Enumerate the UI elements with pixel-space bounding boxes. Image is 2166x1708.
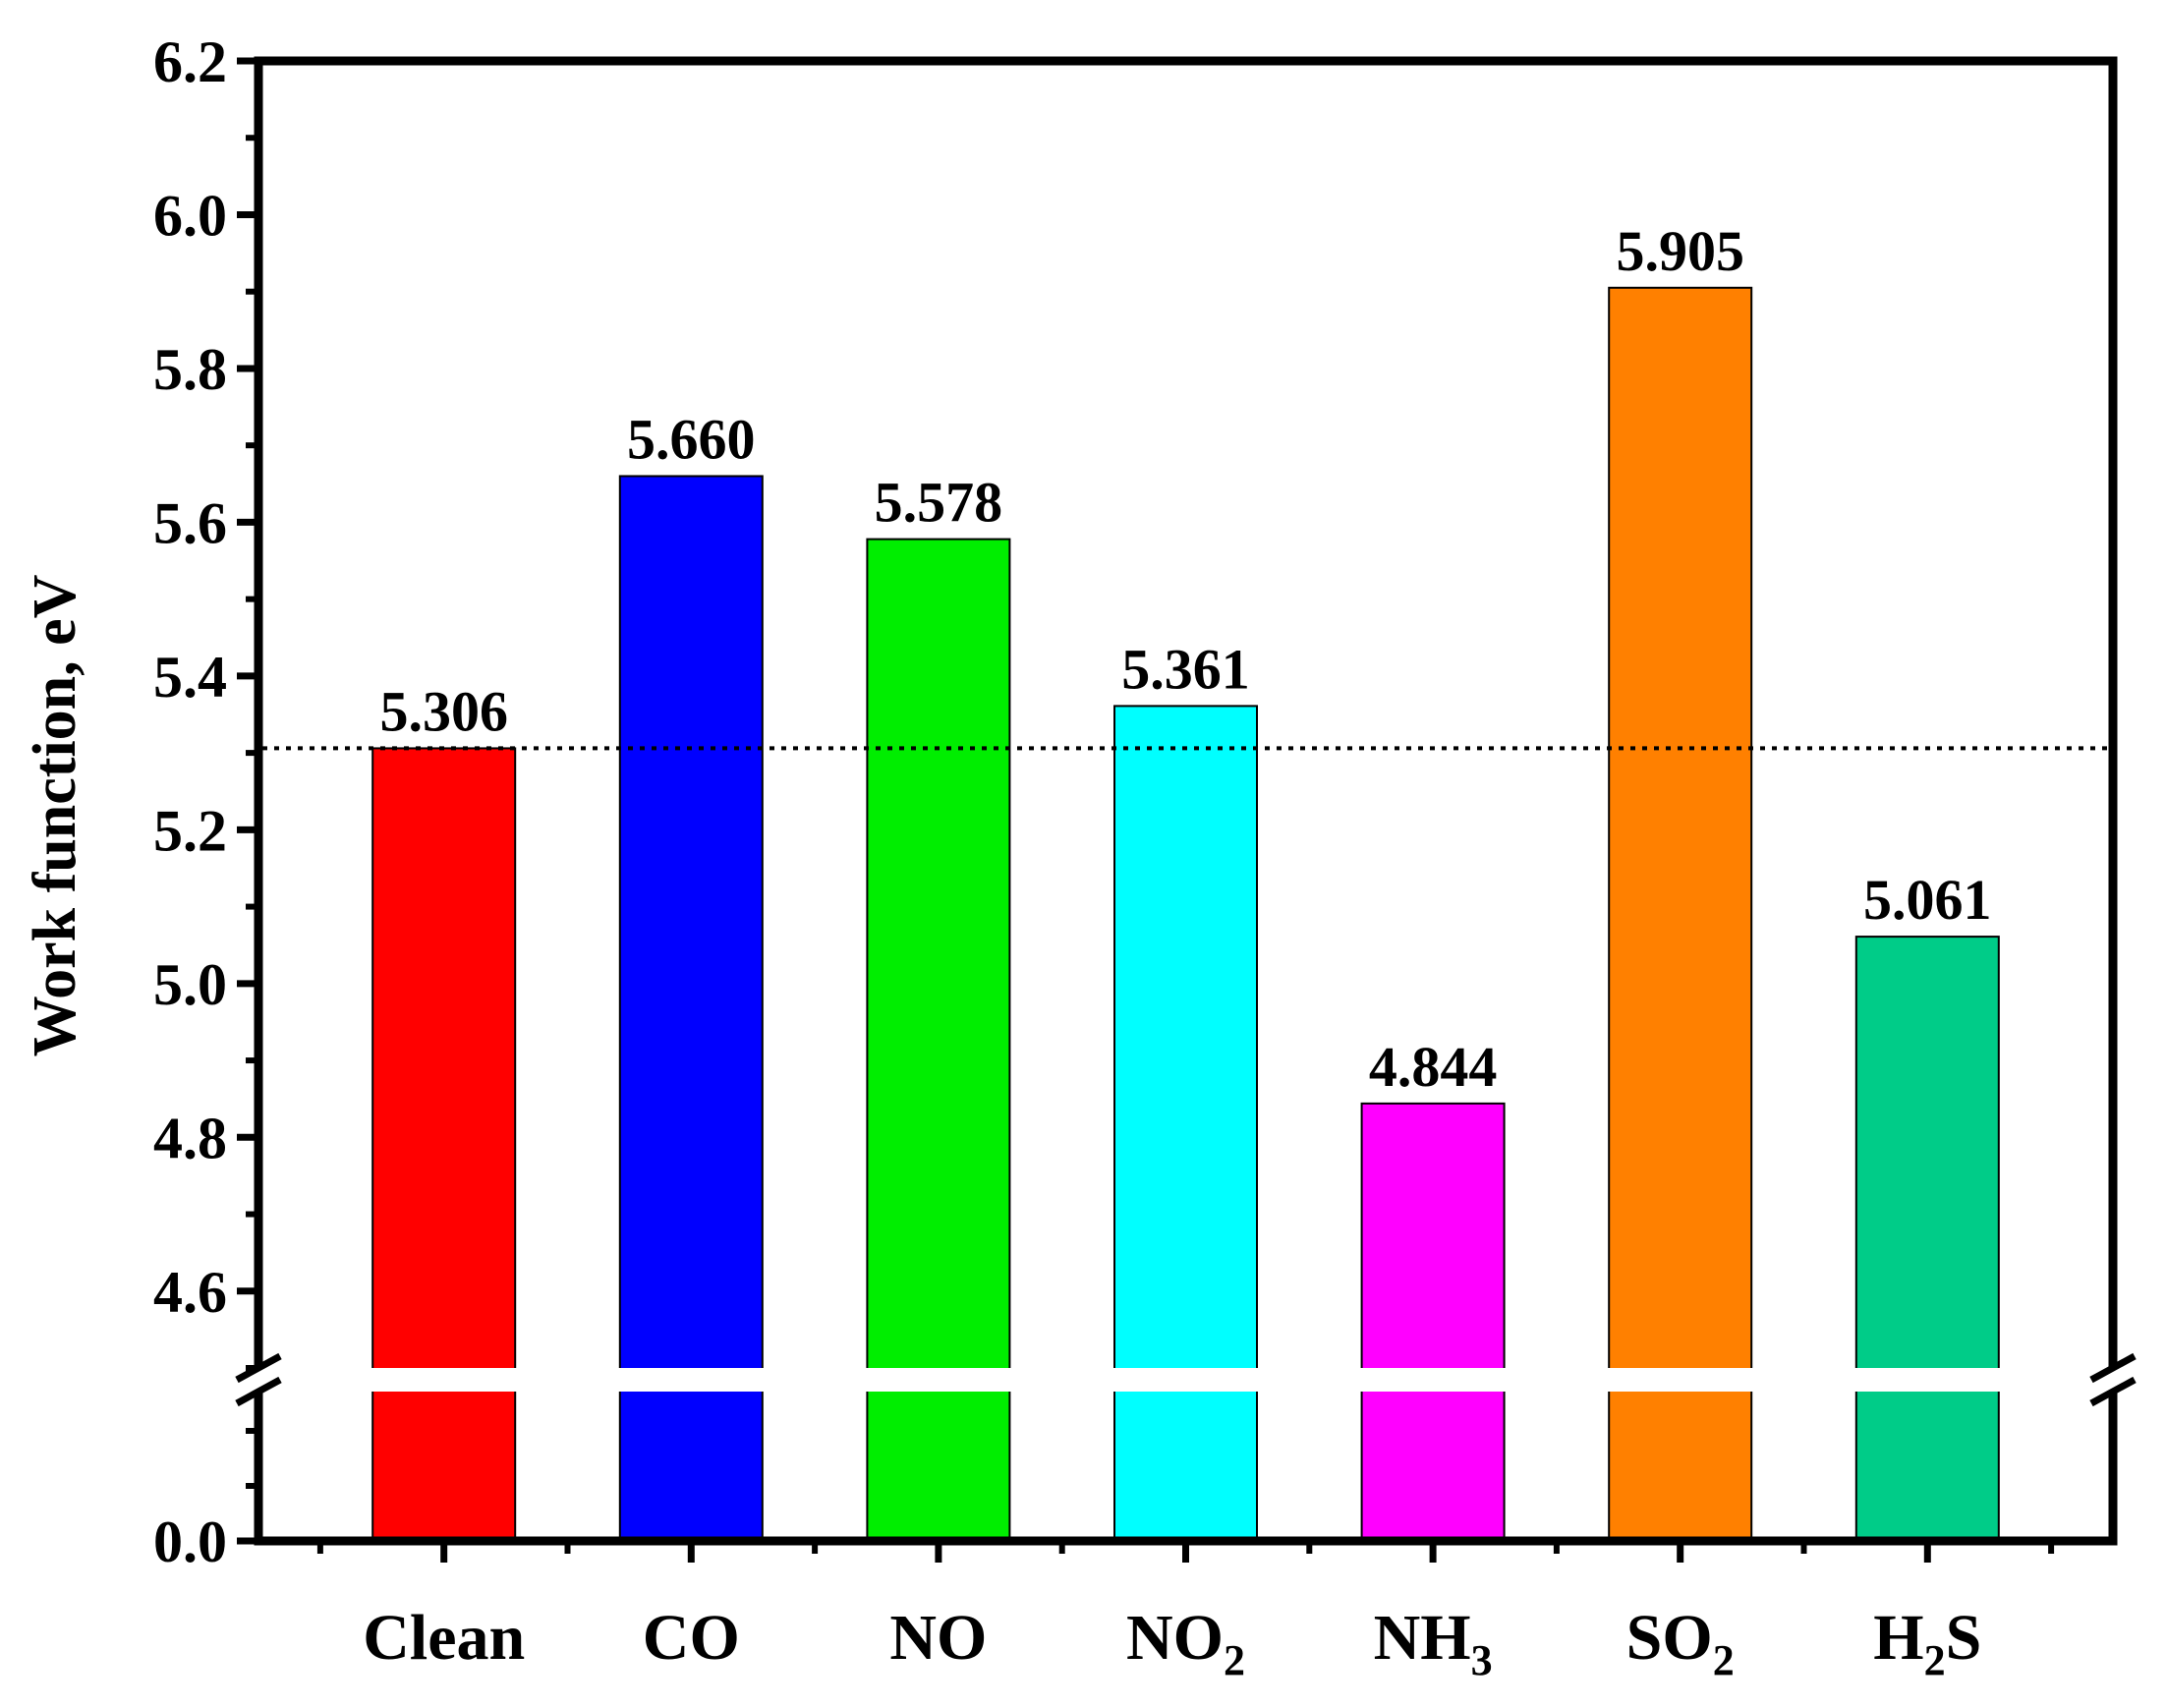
value-label-6: 5.061 (1863, 868, 1992, 932)
bar-6 (1854, 936, 2000, 1542)
x-axis-ticks (316, 1541, 2055, 1563)
value-label-3: 5.361 (1121, 637, 1250, 701)
value-label-0: 5.306 (379, 679, 508, 743)
category-label-1: CO (643, 1602, 740, 1674)
category-label-5: SO2 (1626, 1602, 1735, 1684)
bars-layer (371, 286, 2000, 1543)
y-axis-label: Work function, eV (22, 574, 88, 1056)
y-tick-label: 6.0 (153, 183, 227, 248)
category-label-4: NH3 (1374, 1602, 1493, 1684)
y-axis-ticks: 4.6 4.8 5.0 5.2 5.4 5.6 5.8 6.0 6.2 0.0 (153, 29, 258, 1574)
bar-5 (1608, 286, 1753, 1543)
y-tick-label: 4.6 (153, 1260, 227, 1325)
break-mark-left-2 (235, 1376, 282, 1407)
y-tick-label: 5.4 (153, 645, 227, 710)
category-label-2: NO (889, 1602, 987, 1674)
category-label-3: NO2 (1126, 1602, 1245, 1684)
bar-3 (1113, 705, 1258, 1542)
bar-4 (1360, 1102, 1506, 1543)
y-tick-label: 0.0 (153, 1509, 227, 1574)
break-gap (262, 1368, 2109, 1392)
axis-break-gap (262, 1368, 2109, 1392)
value-label-2: 5.578 (875, 471, 1003, 535)
y-tick-label: 4.8 (153, 1106, 227, 1170)
bar-0 (371, 747, 517, 1542)
y-tick-label: 5.8 (153, 337, 227, 402)
break-mark-right-2 (2089, 1376, 2137, 1407)
value-label-5: 5.905 (1616, 219, 1744, 283)
y-tick-label: 5.0 (153, 952, 227, 1017)
y-tick-label: 6.2 (153, 29, 227, 94)
category-label-0: Clean (363, 1602, 525, 1674)
value-label-4: 4.844 (1369, 1035, 1498, 1099)
y-tick-label: 5.6 (153, 490, 227, 555)
category-label-6: H2S (1873, 1602, 1981, 1684)
x-axis-category-labels: Clean CO NO NO2 NH3 SO2 H2S (363, 1602, 1981, 1684)
value-label-1: 5.660 (627, 407, 756, 471)
value-labels: 5.306 5.660 5.578 5.361 4.844 5.905 5.061 (379, 219, 1991, 1099)
y-tick-label: 5.2 (153, 798, 227, 863)
bar-1 (618, 475, 764, 1542)
break-mark-right-1 (2089, 1352, 2137, 1384)
